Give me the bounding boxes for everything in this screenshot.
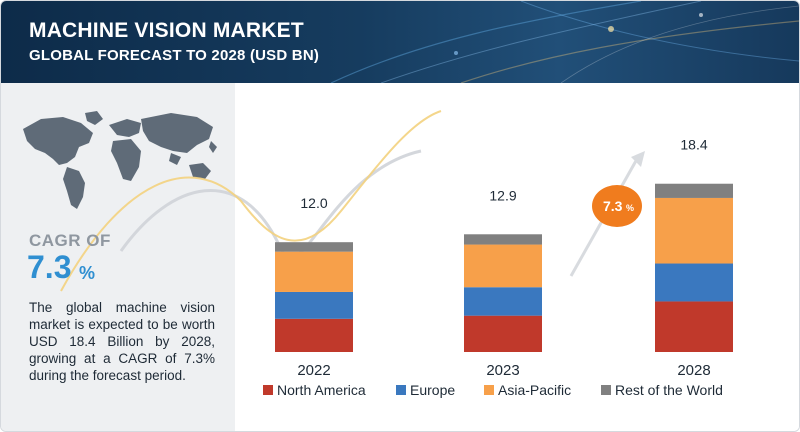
cagr-badge-value: 7.3 xyxy=(603,198,623,214)
x-tick-label-2028: 2028 xyxy=(677,362,710,379)
x-tick-label-2023: 2023 xyxy=(486,362,519,379)
cagr-badge-unit: % xyxy=(626,203,634,213)
x-axis-tick-labels: 2022 2023 2028 xyxy=(297,362,710,379)
cagr-unit: % xyxy=(79,263,96,283)
legend-swatch-north-america xyxy=(263,385,273,395)
x-tick-label-2022: 2022 xyxy=(297,362,330,379)
bar-total-label-2028: 18.4 xyxy=(680,137,707,153)
bar-2022-north-america xyxy=(275,318,353,352)
bar-total-label-2022: 12.0 xyxy=(300,195,327,211)
bar-2023-asia-pacific xyxy=(464,244,542,288)
bar-2028-asia-pacific xyxy=(655,197,733,264)
bar-2022-asia-pacific xyxy=(275,251,353,292)
bar-2028-north-america xyxy=(655,301,733,352)
bar-2023-europe xyxy=(464,287,542,316)
legend-label-rest-of-the-world: Rest of the World xyxy=(615,382,723,398)
legend-label-europe: Europe xyxy=(410,382,455,398)
bar-2023-rest-of-the-world xyxy=(464,234,542,245)
legend-swatch-asia-pacific xyxy=(484,385,494,395)
legend-swatch-europe xyxy=(396,385,406,395)
cagr-label: CAGR OF xyxy=(29,231,111,250)
header-light-streaks xyxy=(330,1,799,83)
legend-label-north-america: North America xyxy=(277,382,366,398)
legend-label-asia-pacific: Asia-Pacific xyxy=(498,382,571,398)
bar-2023-north-america xyxy=(464,315,542,352)
market-summary-text: The global machine vision market is expe… xyxy=(29,300,215,383)
legend-swatch-rest-of-the-world xyxy=(601,385,611,395)
page-title: MACHINE VISION MARKET xyxy=(29,19,304,42)
cagr-value: 7.3 xyxy=(27,249,72,285)
cagr-badge: 7.3 % xyxy=(592,185,642,227)
bar-2028-europe xyxy=(655,263,733,302)
bar-2028-rest-of-the-world xyxy=(655,183,733,198)
header-banner: MACHINE VISION MARKET GLOBAL FORECAST TO… xyxy=(1,1,799,83)
trend-swoosh-decoration xyxy=(60,110,442,292)
bar-series-group xyxy=(275,183,733,352)
bar-total-labels: 12.0 12.9 18.4 xyxy=(300,137,707,211)
chart-legend: North America Europe Asia-Pacific Rest of t… xyxy=(263,382,723,398)
world-map-icon xyxy=(23,111,217,209)
page-subtitle: GLOBAL FORECAST TO 2028 (USD BN) xyxy=(29,47,320,64)
bar-total-label-2023: 12.9 xyxy=(489,187,516,203)
bar-2022-rest-of-the-world xyxy=(275,242,353,252)
bar-2022-europe xyxy=(275,291,353,319)
